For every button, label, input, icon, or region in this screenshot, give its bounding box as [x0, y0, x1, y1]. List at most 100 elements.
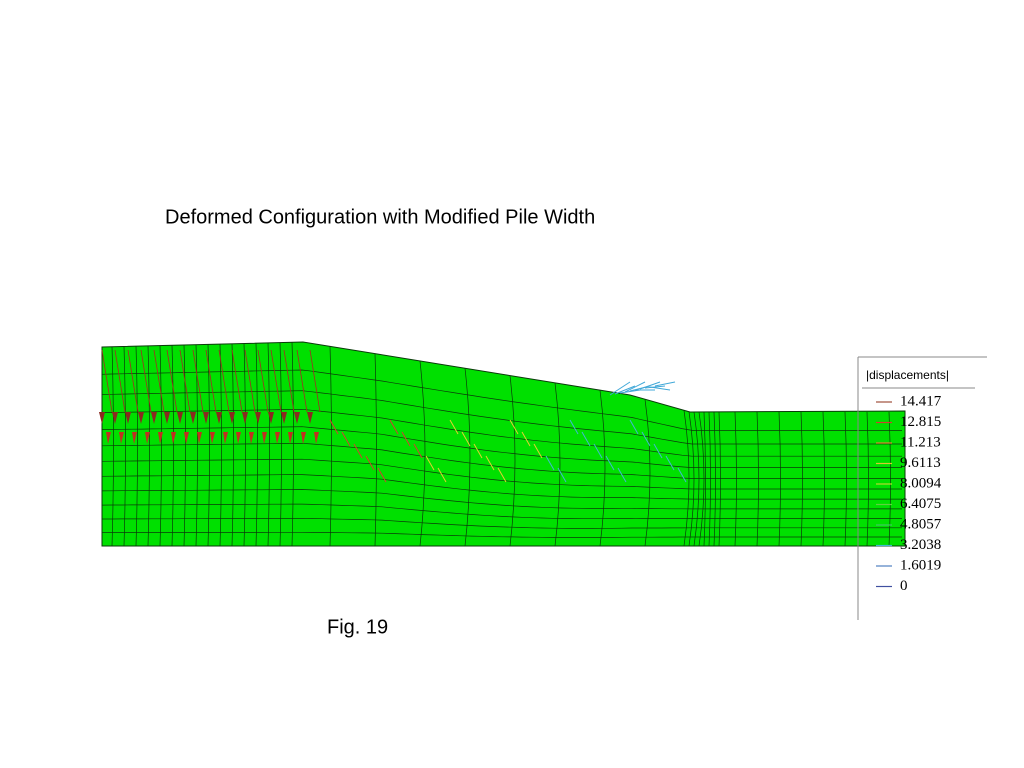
displacement-arrow: [649, 386, 671, 391]
displacement-arrow: [296, 349, 308, 413]
displacement-arrow: [244, 349, 256, 413]
legend-title: |displacements|: [866, 368, 949, 382]
legend-label: 3.2038: [900, 537, 941, 553]
displacement-arrow: [114, 349, 126, 413]
arrow-head: [184, 432, 189, 444]
displacement-arrow: [153, 349, 165, 413]
displacement-arrow: [605, 455, 615, 471]
mesh-line: [688, 411, 695, 547]
mesh-line: [756, 411, 759, 547]
arrow-head: [268, 412, 274, 424]
displacement-arrow: [473, 443, 483, 459]
displacement-arrow: [283, 349, 295, 413]
arrow-head: [190, 412, 196, 424]
arrow-head: [112, 412, 118, 424]
mesh-line: [243, 343, 246, 547]
arrow-head: [177, 412, 183, 424]
mesh-line: [693, 411, 700, 547]
mesh-line: [734, 411, 737, 547]
mesh-line: [101, 408, 902, 457]
displacement-arrow: [654, 381, 676, 387]
legend-label: 8.0094: [900, 475, 942, 491]
displacement-arrow: [140, 349, 152, 413]
domain: [101, 341, 906, 547]
arrow-head: [197, 432, 202, 444]
arrow-head: [138, 412, 144, 424]
displacement-arrow: [557, 467, 567, 483]
legend-label: 14.417: [900, 393, 942, 409]
displacement-arrow: [389, 419, 399, 435]
arrow-head: [288, 432, 293, 444]
arrow-head: [203, 412, 209, 424]
arrow-head: [151, 412, 157, 424]
displacement-arrow: [309, 349, 321, 413]
displacement-arrow: [425, 455, 435, 471]
legend-label: 9.6113: [900, 455, 941, 471]
arrow-head: [236, 432, 241, 444]
arrow-head: [171, 432, 176, 444]
arrow-head: [119, 432, 124, 444]
displacement-arrow: [231, 349, 243, 413]
displacement-arrow: [341, 431, 351, 447]
mesh-line: [844, 411, 847, 547]
arrow-head: [255, 412, 261, 424]
mesh-line: [291, 342, 294, 547]
displacement-arrow: [641, 431, 651, 447]
mesh-line: [231, 343, 234, 547]
displacement-arrow: [461, 431, 471, 447]
displacement-arrow: [653, 443, 663, 459]
mesh-line: [718, 411, 721, 547]
legend-label: 6.4075: [900, 496, 941, 512]
displacement-arrow: [101, 349, 113, 413]
displacement-arrow: [449, 419, 459, 435]
mesh-line: [464, 368, 471, 547]
displacement-arrow: [437, 467, 447, 483]
displacement-arrow: [205, 349, 217, 413]
mesh-line: [159, 345, 162, 547]
displacement-arrow: [497, 467, 507, 483]
mesh-line: [101, 390, 902, 445]
mesh-line: [599, 390, 606, 547]
displacement-arrow: [485, 455, 495, 471]
mesh-line: [713, 411, 716, 547]
mesh-plot: [99, 341, 906, 547]
displacement-arrow: [629, 419, 639, 435]
displacement-arrow: [377, 467, 387, 483]
mesh-line: [101, 474, 902, 500]
displacement-arrow: [665, 455, 675, 471]
arrow-head: [242, 412, 248, 424]
mesh-line: [888, 411, 891, 547]
mesh-line: [171, 345, 174, 547]
mesh-line: [101, 442, 902, 479]
mesh-line: [419, 360, 426, 547]
mesh-line: [101, 489, 902, 510]
legend-label: 4.8057: [900, 516, 942, 532]
displacement-arrow: [127, 349, 139, 413]
displacement-arrow: [329, 419, 339, 435]
arrow-head: [145, 432, 150, 444]
arrow-head: [262, 432, 267, 444]
mesh-line: [101, 503, 902, 520]
arrow-head: [301, 432, 306, 444]
mesh-line: [219, 344, 222, 547]
displacement-arrow: [545, 455, 555, 471]
arrow-head: [229, 412, 235, 424]
mesh-line: [135, 346, 138, 547]
legend-label: 1.6019: [900, 557, 941, 573]
arrow-head: [216, 412, 222, 424]
displacement-arrow: [677, 467, 687, 483]
slide-title: Deformed Configuration with Modified Pil…: [165, 206, 595, 228]
mesh-line: [101, 426, 902, 468]
mesh-line: [102, 517, 902, 529]
arrow-head: [281, 412, 287, 424]
displacement-arrow: [353, 443, 363, 459]
mesh-line: [147, 345, 150, 547]
mesh-line: [698, 411, 705, 547]
mesh-line: [800, 411, 803, 547]
legend-label: 0: [900, 578, 908, 594]
arrow-head: [294, 412, 300, 424]
displacement-arrow: [365, 455, 375, 471]
mesh-line: [111, 346, 114, 547]
